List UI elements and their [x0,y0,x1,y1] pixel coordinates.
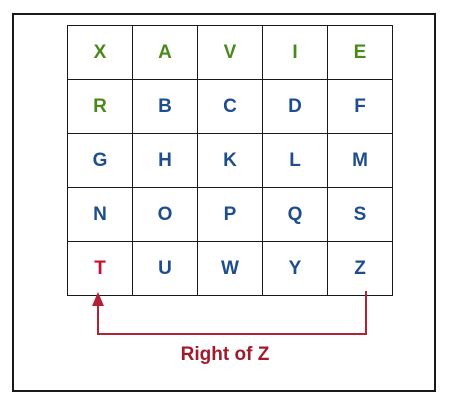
grid-cell: W [197,241,263,296]
grid-cell: V [197,25,263,80]
grid-cell: F [327,79,393,134]
grid-cell: D [262,79,328,134]
grid-row: N O P Q S [67,187,393,242]
grid-cell: H [132,133,198,188]
grid-cell: R [67,79,133,134]
grid-cell: U [132,241,198,296]
grid-cell: P [197,187,263,242]
grid-cell: E [327,25,393,80]
grid-cell: O [132,187,198,242]
diagram-frame [12,13,436,392]
cipher-grid: X A V I E R B C D F G H K L M N O P Q S [67,25,393,296]
grid-row: X A V I E [67,25,393,80]
grid-cell: Z [327,241,393,296]
grid-row: R B C D F [67,79,393,134]
grid-cell: A [132,25,198,80]
grid-cell: K [197,133,263,188]
grid-row: G H K L M [67,133,393,188]
grid-cell: X [67,25,133,80]
grid-cell: G [67,133,133,188]
grid-cell: N [67,187,133,242]
arrow-caption: Right of Z [180,344,270,365]
grid-cell: T [67,241,133,296]
grid-cell: M [327,133,393,188]
grid-cell: Q [262,187,328,242]
grid-cell: C [197,79,263,134]
grid-cell: I [262,25,328,80]
grid-cell: Y [262,241,328,296]
grid-row: T U W Y Z [67,241,393,296]
grid-cell: B [132,79,198,134]
grid-cell: L [262,133,328,188]
grid-cell: S [327,187,393,242]
